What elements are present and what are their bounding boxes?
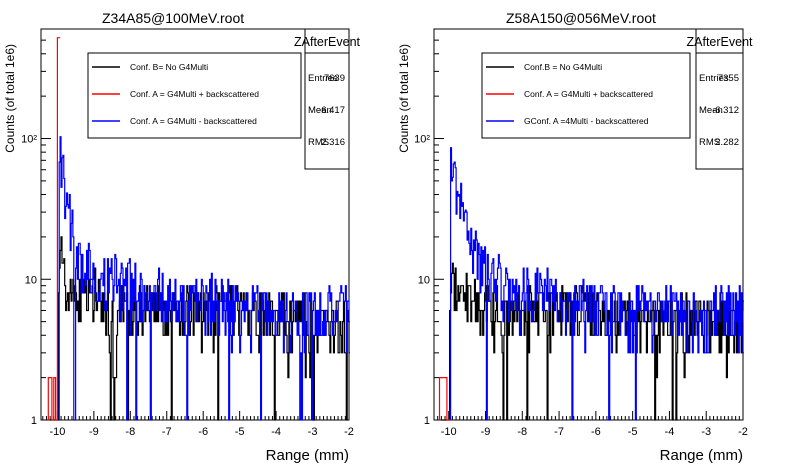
x-axis-title: Range (mm) bbox=[660, 447, 743, 464]
legend: Conf.B = No G4Multi Conf. A = G4Multi + b… bbox=[481, 52, 691, 139]
x-tick-label: -9 bbox=[89, 426, 99, 438]
y-tick-label: 1 bbox=[31, 415, 37, 427]
y-tick-label: 10² bbox=[21, 134, 37, 146]
x-tick-label: -2 bbox=[344, 426, 354, 438]
stats-row-value: -6.312 bbox=[712, 105, 739, 116]
series-line bbox=[58, 136, 350, 421]
chart-canvas-right: -10 -9 -8 -7 -6 -5 -4 -3 -2 Range (mm) 1 10 10²Count… bbox=[397, 28, 754, 464]
series-group bbox=[47, 37, 350, 421]
legend-label: GConf. A =4Multi - backscattered bbox=[524, 116, 649, 126]
y-tick-label: 1 bbox=[424, 415, 430, 427]
stats-row-label: Mean bbox=[308, 105, 332, 116]
y-axis-title: Counts (of total 1e6) bbox=[3, 44, 17, 153]
x-tick-label: -7 bbox=[162, 426, 172, 438]
x-tick-label: -8 bbox=[125, 426, 135, 438]
stats-row-value: 7355 bbox=[718, 73, 739, 84]
y-tick-label: 10 bbox=[418, 274, 430, 286]
stats-frame bbox=[695, 28, 744, 170]
stats-row-label: RMS bbox=[308, 137, 329, 148]
legend-label: Conf. B= No G4Multi bbox=[130, 62, 208, 72]
stats-row-label: RMS bbox=[699, 137, 720, 148]
x-tick-label: -8 bbox=[517, 426, 527, 438]
stats-row-value: 2.282 bbox=[715, 137, 739, 148]
legend: Conf. B= No G4Multi Conf. A = G4Multi + b… bbox=[87, 52, 302, 139]
stats-title: ZAfterEvent bbox=[687, 35, 754, 49]
x-tick-label: -3 bbox=[308, 426, 318, 438]
chart-panel-left: Z34A85@100MeV.root -10 -9 -8 -7 -6 -5 -4 -3 -2 Ra… bbox=[0, 0, 394, 470]
series-line bbox=[47, 37, 61, 421]
x-tick-label: -6 bbox=[198, 426, 208, 438]
x-axis: -10 -9 -8 -7 -6 -5 -4 -3 -2 Range (mm) bbox=[433, 411, 748, 464]
y-tick-label: 10² bbox=[414, 134, 430, 146]
series-group bbox=[438, 147, 744, 421]
legend-label: Conf. A = G4Multi + backscattered bbox=[524, 89, 653, 99]
x-tick-label: -10 bbox=[441, 426, 457, 438]
x-tick-label: -10 bbox=[49, 426, 65, 438]
x-tick-label: -9 bbox=[481, 426, 491, 438]
legend-box bbox=[481, 52, 691, 139]
series-line bbox=[438, 377, 452, 421]
plot-frame bbox=[40, 28, 350, 421]
x-tick-label: -6 bbox=[591, 426, 601, 438]
stats-row-label: Entries bbox=[699, 73, 729, 84]
x-tick-label: -4 bbox=[665, 426, 675, 438]
stats-frame bbox=[304, 28, 350, 170]
x-axis-title: Range (mm) bbox=[266, 447, 349, 464]
x-tick-label: -5 bbox=[235, 426, 245, 438]
x-tick-label: -3 bbox=[701, 426, 711, 438]
stats-row-value: 7639 bbox=[324, 73, 345, 84]
y-axis: 1 10 10² Counts (of total 1e6) bbox=[3, 28, 51, 427]
stats-row-label: Mean bbox=[699, 105, 723, 116]
legend-box bbox=[87, 52, 302, 139]
x-tick-label: -7 bbox=[554, 426, 564, 438]
stats-row-label: Entries bbox=[308, 73, 338, 84]
legend-label: Conf. A = G4Multi + backscattered bbox=[130, 89, 259, 99]
chart-title: Z34A85@100MeV.root bbox=[102, 10, 245, 26]
x-tick-label: -4 bbox=[271, 426, 281, 438]
legend-label: Conf.B = No G4Multi bbox=[524, 62, 602, 72]
x-tick-label: -5 bbox=[628, 426, 638, 438]
legend-label: Conf. A = G4Multi - backscattered bbox=[130, 116, 257, 126]
chart-canvas-left: -10 -9 -8 -7 -6 -5 -4 -3 -2 Range (mm) 1 10 10² Count… bbox=[3, 28, 361, 464]
chart-title: Z58A150@056MeV.root bbox=[506, 10, 656, 26]
stats-row-value: 2.316 bbox=[321, 137, 345, 148]
stats-row-value: -6.417 bbox=[318, 105, 345, 116]
x-tick-label: -2 bbox=[738, 426, 748, 438]
series-line bbox=[450, 147, 744, 421]
y-tick-label: 10 bbox=[25, 274, 37, 286]
x-axis: -10 -9 -8 -7 -6 -5 -4 -3 -2 Range (mm) bbox=[42, 411, 354, 464]
stats-title: ZAfterEvent bbox=[294, 35, 361, 49]
y-axis-title: Counts (of total 1e6) bbox=[397, 44, 411, 153]
chart-panel-right: Z58A150@056MeV.root -10 -9 -8 -7 -6 -5 -4 -3 -2 R… bbox=[394, 0, 788, 470]
